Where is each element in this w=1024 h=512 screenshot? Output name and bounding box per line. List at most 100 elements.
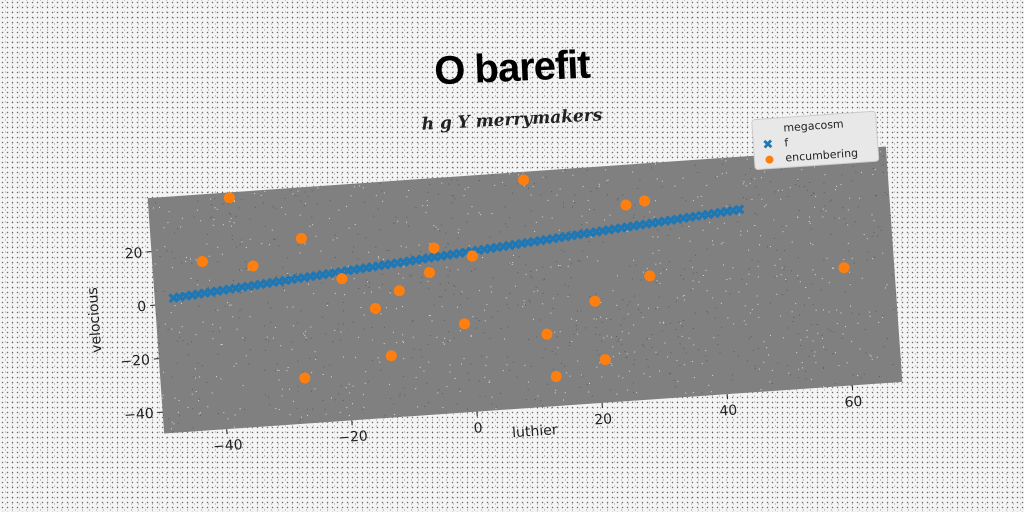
noise-speck [564,405,566,407]
noise-speck [649,376,651,378]
noise-speck [593,318,595,320]
noise-speck [233,365,235,367]
noise-speck [581,250,583,252]
noise-speck [212,323,214,325]
noise-speck [478,380,480,382]
noise-speck [298,421,300,423]
noise-speck [441,182,443,184]
noise-speck [380,313,382,315]
noise-speck [171,421,173,423]
noise-speck [857,322,859,324]
noise-speck [500,392,502,394]
noise-speck [180,294,182,296]
noise-speck [370,291,372,293]
noise-speck [579,386,581,389]
noise-speck [524,303,526,305]
y-tick-label: 20 [124,245,143,262]
f-point: ✖ [614,219,628,238]
noise-speck [363,292,365,294]
f-point: ✖ [515,235,529,254]
noise-speck [171,267,173,269]
noise-speck [800,339,802,341]
noise-speck [386,249,388,251]
noise-speck [707,312,709,314]
noise-speck [158,326,160,328]
noise-speck [322,373,324,376]
noise-speck [801,362,803,364]
noise-speck [771,382,773,385]
noise-speck [182,340,184,342]
noise-speck [698,281,700,283]
f-point: ✖ [627,217,641,236]
noise-speck [783,250,785,252]
noise-speck [673,379,676,381]
noise-speck [858,313,860,315]
noise-speck [715,307,717,309]
noise-speck [559,266,561,268]
noise-speck [679,365,681,367]
noise-speck [831,267,834,269]
noise-speck [445,232,447,234]
y-tick-label: −40 [124,406,155,424]
noise-speck [629,265,631,267]
noise-speck [564,365,566,367]
encumbering-point [644,270,656,282]
noise-speck [722,264,725,266]
noise-speck [309,225,311,227]
noise-speck [474,268,476,270]
noise-speck [569,258,571,260]
noise-speck [517,272,519,274]
noise-speck [278,369,280,371]
noise-speck [236,328,238,330]
plot-background [147,146,903,434]
noise-speck [343,294,346,296]
noise-speck [179,336,181,338]
noise-speck [764,206,766,208]
noise-speck [663,322,665,324]
noise-speck [554,392,556,394]
noise-speck [402,416,404,418]
noise-speck [717,343,719,345]
noise-speck [444,289,447,291]
noise-speck [484,376,486,378]
noise-speck [628,227,630,229]
noise-speck [823,366,825,368]
noise-speck [396,342,398,344]
noise-speck [726,205,728,207]
noise-speck [832,267,835,269]
noise-speck [297,195,299,197]
noise-speck [570,277,572,279]
noise-speck [212,224,214,226]
noise-speck [468,245,470,247]
noise-speck [348,383,350,385]
noise-speck [198,305,200,307]
noise-speck [183,297,185,299]
noise-speck [815,195,817,197]
noise-speck [508,173,511,175]
noise-speck [211,204,213,206]
noise-speck [363,269,365,271]
noise-speck [306,415,309,417]
noise-speck [724,212,726,214]
noise-speck [397,220,399,222]
noise-speck [690,289,692,291]
noise-speck [801,367,804,369]
noise-speck [372,339,374,341]
noise-speck [305,339,307,341]
noise-speck [392,331,394,333]
noise-speck [567,265,569,267]
noise-speck [353,186,355,188]
noise-speck [854,221,856,223]
noise-speck [217,246,219,248]
noise-speck [484,320,486,322]
noise-speck [460,363,463,365]
noise-speck [486,356,488,358]
noise-speck [530,271,532,273]
noise-speck [420,282,422,284]
noise-speck [791,241,793,243]
noise-speck [274,207,276,209]
noise-speck [170,312,172,314]
noise-speck [661,180,663,182]
noise-speck [451,202,453,204]
noise-speck [342,310,344,312]
